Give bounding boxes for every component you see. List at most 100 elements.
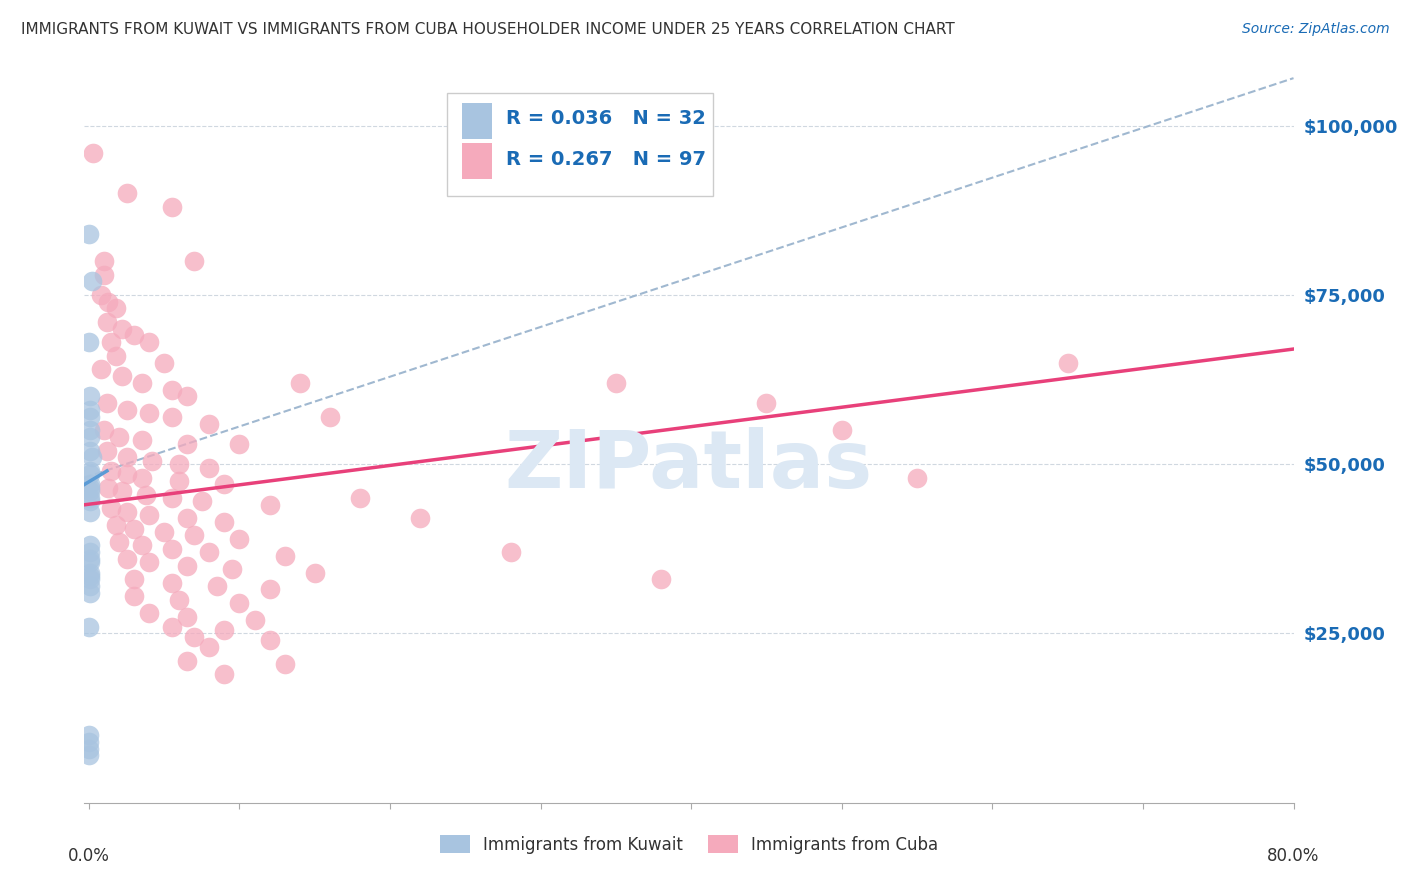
Point bbox=[160, 541, 183, 556]
Point bbox=[198, 640, 221, 654]
Point bbox=[183, 254, 205, 268]
Point bbox=[160, 575, 183, 590]
Point bbox=[96, 396, 118, 410]
Point bbox=[167, 474, 190, 488]
Point bbox=[259, 633, 281, 648]
Point bbox=[90, 362, 112, 376]
Point bbox=[115, 467, 138, 482]
Point bbox=[79, 403, 101, 417]
Point bbox=[831, 423, 853, 437]
Point bbox=[905, 471, 928, 485]
Point bbox=[79, 579, 101, 593]
Point bbox=[111, 369, 134, 384]
Point bbox=[115, 186, 138, 201]
Point bbox=[77, 335, 100, 350]
Point bbox=[79, 545, 101, 559]
Point bbox=[650, 572, 672, 586]
Point bbox=[122, 521, 145, 535]
Point bbox=[176, 437, 198, 451]
Point bbox=[349, 491, 371, 505]
Point bbox=[122, 589, 145, 603]
Point bbox=[79, 505, 101, 519]
Point bbox=[135, 488, 157, 502]
Point bbox=[96, 315, 118, 329]
Point bbox=[80, 450, 103, 465]
Point bbox=[319, 409, 342, 424]
Point bbox=[93, 268, 115, 282]
Point bbox=[77, 620, 100, 634]
Point bbox=[79, 430, 101, 444]
Point bbox=[77, 728, 100, 742]
Point bbox=[176, 389, 198, 403]
Point bbox=[167, 457, 190, 471]
Point bbox=[82, 145, 104, 160]
Point bbox=[138, 606, 160, 620]
Point bbox=[176, 609, 198, 624]
Point bbox=[79, 572, 101, 586]
Point bbox=[80, 274, 103, 288]
Point bbox=[79, 389, 101, 403]
Bar bbox=[447, 94, 713, 195]
Point bbox=[79, 569, 101, 583]
Point bbox=[79, 423, 101, 437]
Point bbox=[160, 491, 183, 505]
Point bbox=[138, 335, 160, 350]
Point bbox=[79, 409, 101, 424]
Point bbox=[104, 518, 127, 533]
Point bbox=[79, 552, 101, 566]
Point bbox=[77, 748, 100, 763]
Point bbox=[228, 596, 250, 610]
Point bbox=[160, 200, 183, 214]
Point bbox=[79, 443, 101, 458]
Text: 80.0%: 80.0% bbox=[1267, 847, 1320, 864]
Text: ZIPatlas: ZIPatlas bbox=[505, 427, 873, 506]
Point bbox=[198, 460, 221, 475]
Point bbox=[79, 467, 101, 482]
Point bbox=[79, 491, 101, 505]
Point bbox=[131, 434, 153, 448]
Point bbox=[259, 498, 281, 512]
Point bbox=[104, 301, 127, 316]
Point bbox=[191, 494, 214, 508]
Point bbox=[288, 376, 311, 390]
Point bbox=[214, 477, 236, 491]
Point bbox=[176, 558, 198, 573]
Text: R = 0.267   N = 97: R = 0.267 N = 97 bbox=[506, 150, 706, 169]
Point bbox=[108, 535, 131, 549]
Point bbox=[228, 437, 250, 451]
Point bbox=[104, 349, 127, 363]
Point bbox=[122, 328, 145, 343]
Point bbox=[111, 322, 134, 336]
Point bbox=[141, 454, 163, 468]
Text: 0.0%: 0.0% bbox=[67, 847, 110, 864]
Point bbox=[115, 450, 138, 465]
Point bbox=[79, 484, 101, 499]
Point bbox=[79, 481, 101, 495]
Bar bbox=[461, 103, 492, 139]
Point bbox=[115, 505, 138, 519]
Point bbox=[273, 657, 295, 671]
Text: R = 0.036   N = 32: R = 0.036 N = 32 bbox=[506, 110, 706, 128]
Point bbox=[160, 409, 183, 424]
Point bbox=[77, 741, 100, 756]
Point bbox=[131, 538, 153, 552]
Point bbox=[77, 735, 100, 749]
Point bbox=[153, 524, 176, 539]
Point bbox=[198, 417, 221, 431]
Point bbox=[100, 501, 122, 516]
Point bbox=[100, 335, 122, 350]
Point bbox=[90, 288, 112, 302]
Point bbox=[138, 508, 160, 522]
Point bbox=[228, 532, 250, 546]
Point bbox=[79, 555, 101, 569]
Point bbox=[79, 538, 101, 552]
Point bbox=[97, 481, 120, 495]
Point bbox=[115, 403, 138, 417]
Point bbox=[304, 566, 326, 580]
Point bbox=[176, 654, 198, 668]
Point bbox=[167, 592, 190, 607]
Point bbox=[160, 383, 183, 397]
Point bbox=[198, 545, 221, 559]
Point bbox=[79, 566, 101, 580]
Point bbox=[214, 515, 236, 529]
